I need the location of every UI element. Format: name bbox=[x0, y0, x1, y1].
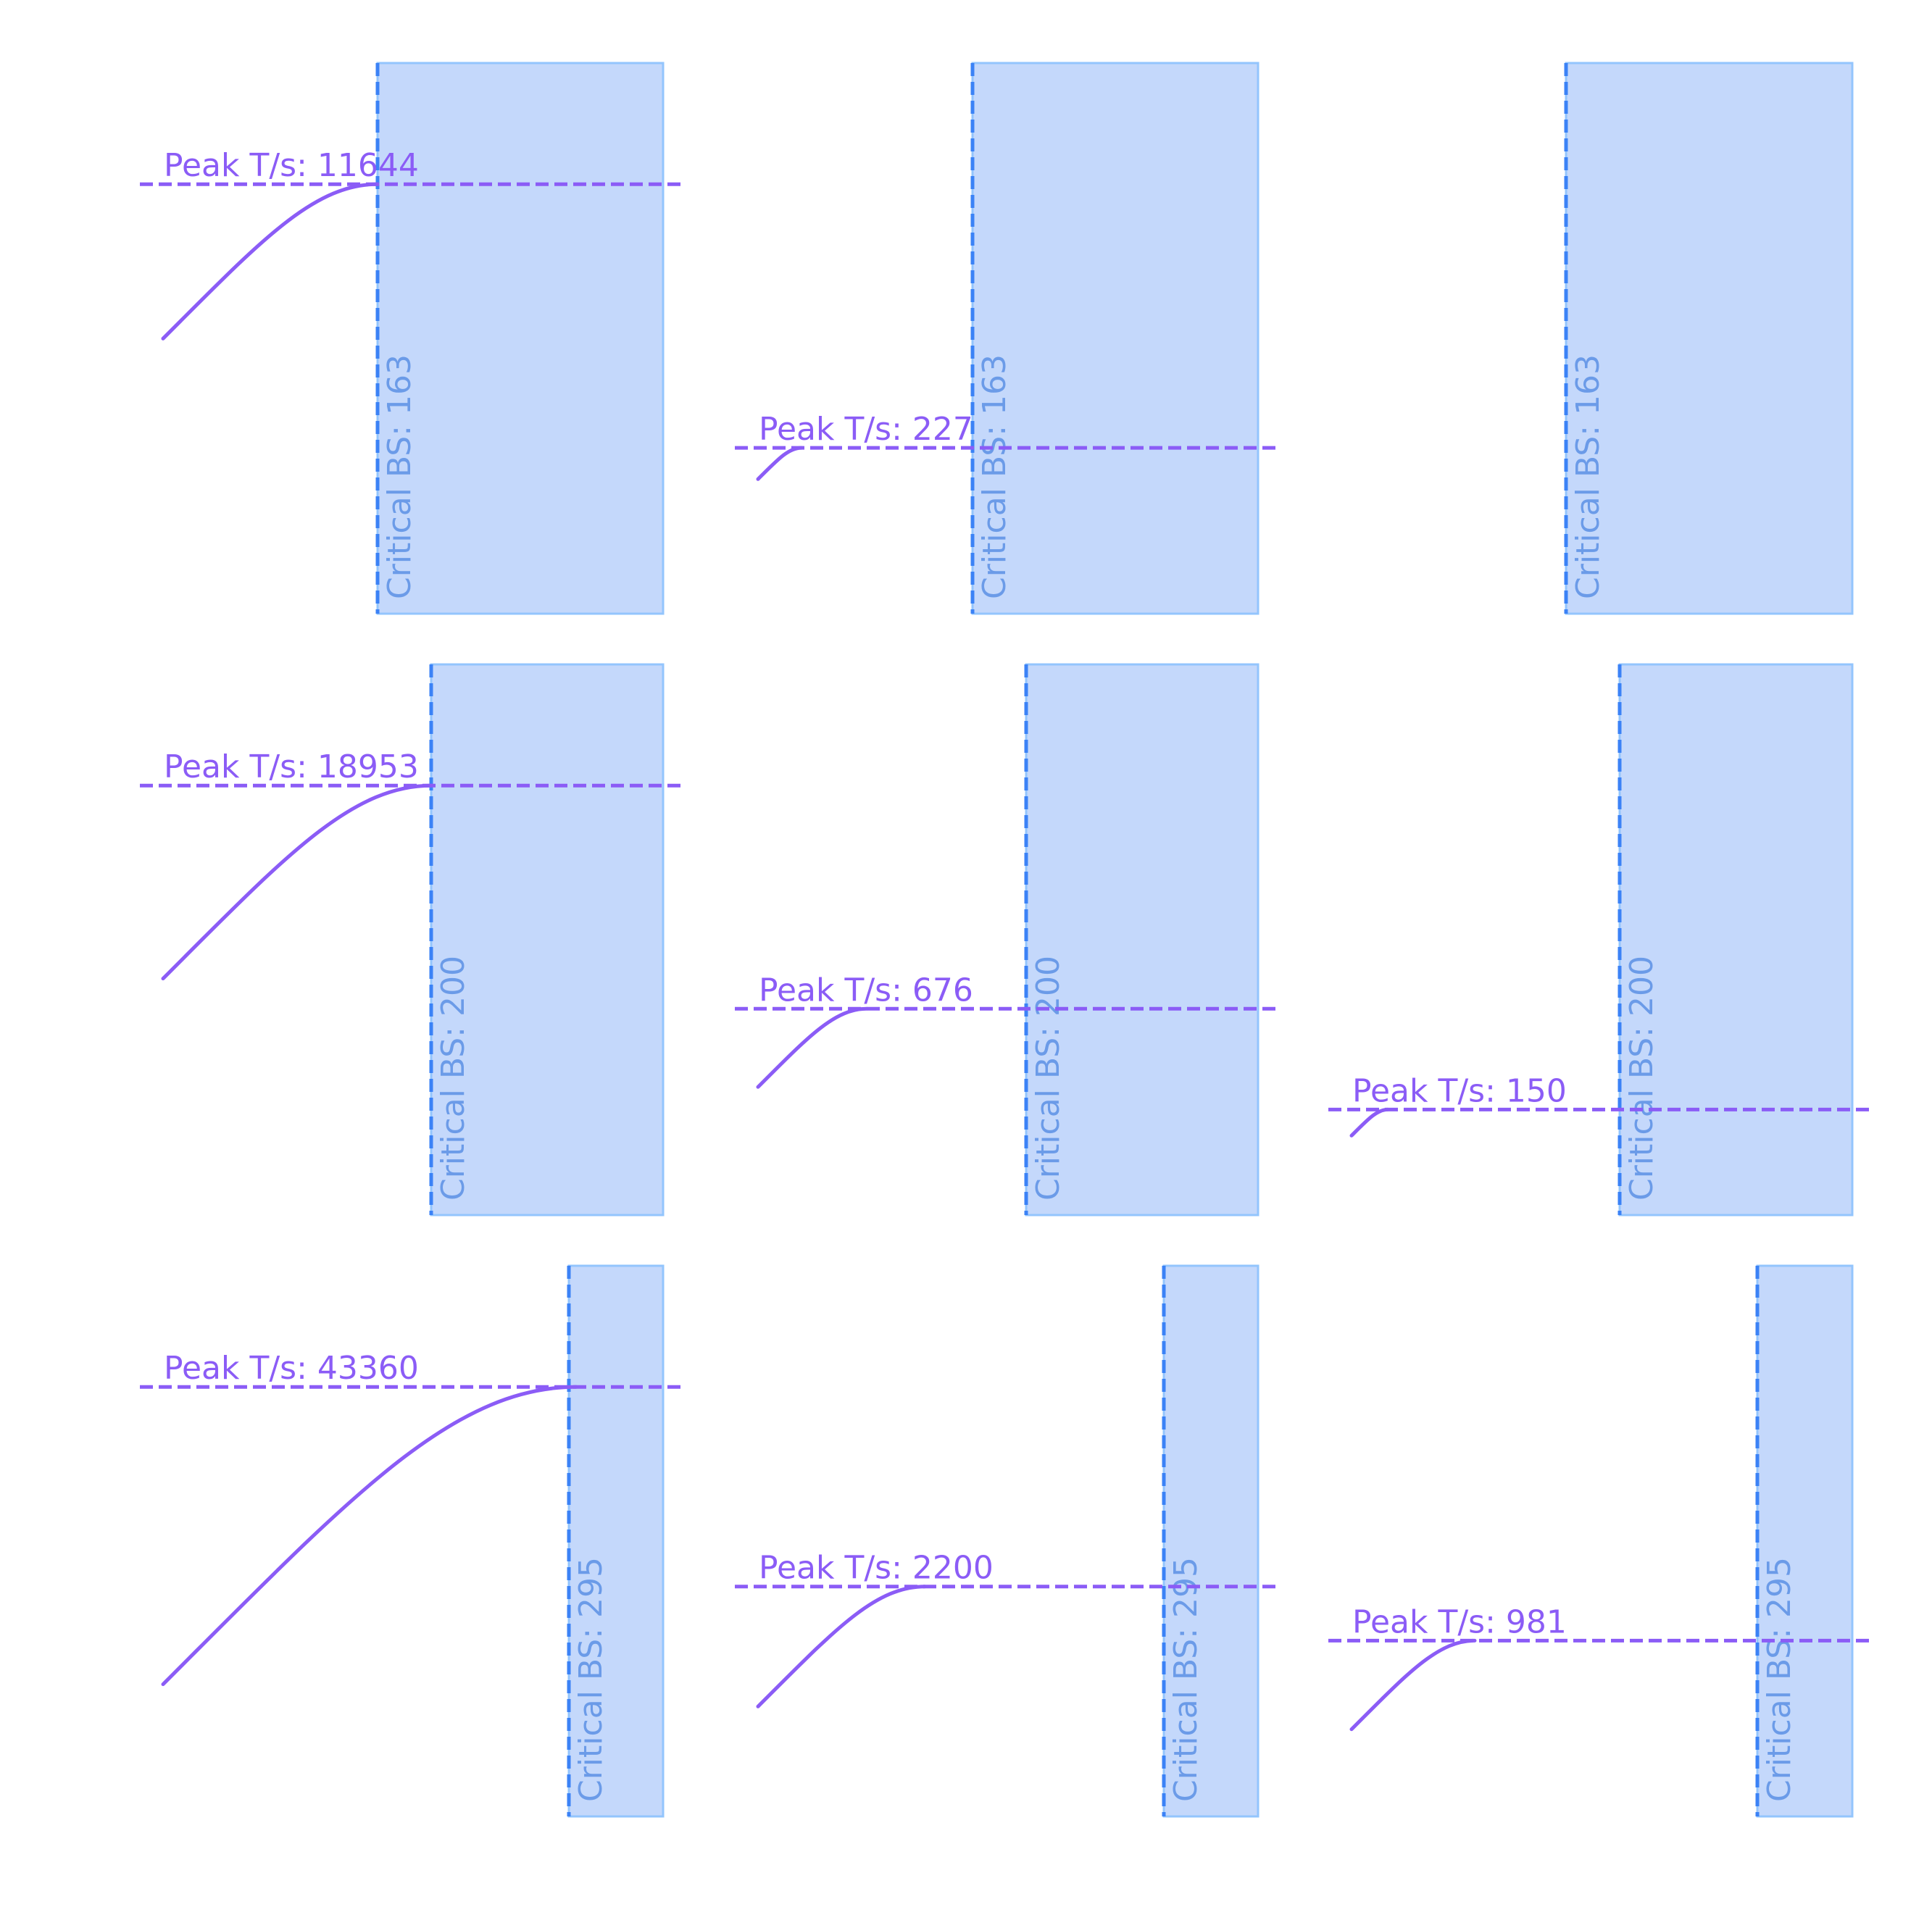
critical-region-7 bbox=[1162, 1264, 1259, 1818]
peak-label-7: Peak T/s: 2200 bbox=[759, 1550, 994, 1587]
peak-label-3: Peak T/s: 18953 bbox=[164, 748, 419, 785]
peak-label-4: Peak T/s: 676 bbox=[759, 972, 973, 1009]
peak-label-1: Peak T/s: 227 bbox=[759, 411, 973, 448]
throughput-curve-0 bbox=[161, 182, 380, 341]
peak-label-5: Peak T/s: 150 bbox=[1352, 1072, 1567, 1109]
critical-label-8: Critical BS: 295 bbox=[1761, 1557, 1798, 1802]
critical-region-2 bbox=[1565, 62, 1854, 615]
critical-region-3 bbox=[430, 663, 665, 1217]
critical-label-6: Critical BS: 295 bbox=[572, 1557, 609, 1802]
peak-label-0: Peak T/s: 11644 bbox=[164, 147, 419, 184]
throughput-curve-4 bbox=[756, 1006, 869, 1089]
throughput-curve-5 bbox=[1349, 1107, 1390, 1138]
throughput-curve-7 bbox=[756, 1585, 927, 1708]
critical-label-4: Critical BS: 200 bbox=[1030, 956, 1067, 1201]
critical-label-1: Critical BS: 163 bbox=[976, 354, 1013, 599]
critical-region-0 bbox=[376, 62, 665, 615]
peak-label-8: Peak T/s: 981 bbox=[1352, 1603, 1567, 1640]
throughput-curve-6 bbox=[161, 1385, 578, 1687]
critical-label-3: Critical BS: 200 bbox=[435, 956, 472, 1201]
critical-label-5: Critical BS: 200 bbox=[1623, 956, 1660, 1201]
critical-label-7: Critical BS: 295 bbox=[1167, 1557, 1204, 1802]
throughput-curve-3 bbox=[161, 783, 433, 981]
critical-label-2: Critical BS: 163 bbox=[1570, 354, 1607, 599]
throughput-curve-1 bbox=[756, 446, 804, 481]
peak-label-6: Peak T/s: 43360 bbox=[164, 1350, 419, 1387]
throughput-curve-8 bbox=[1349, 1638, 1477, 1732]
critical-region-6 bbox=[567, 1264, 665, 1818]
critical-region-8 bbox=[1756, 1264, 1854, 1818]
critical-label-0: Critical BS: 163 bbox=[381, 354, 418, 599]
critical-region-4 bbox=[1025, 663, 1259, 1217]
critical-region-5 bbox=[1618, 663, 1854, 1217]
critical-region-1 bbox=[971, 62, 1259, 615]
